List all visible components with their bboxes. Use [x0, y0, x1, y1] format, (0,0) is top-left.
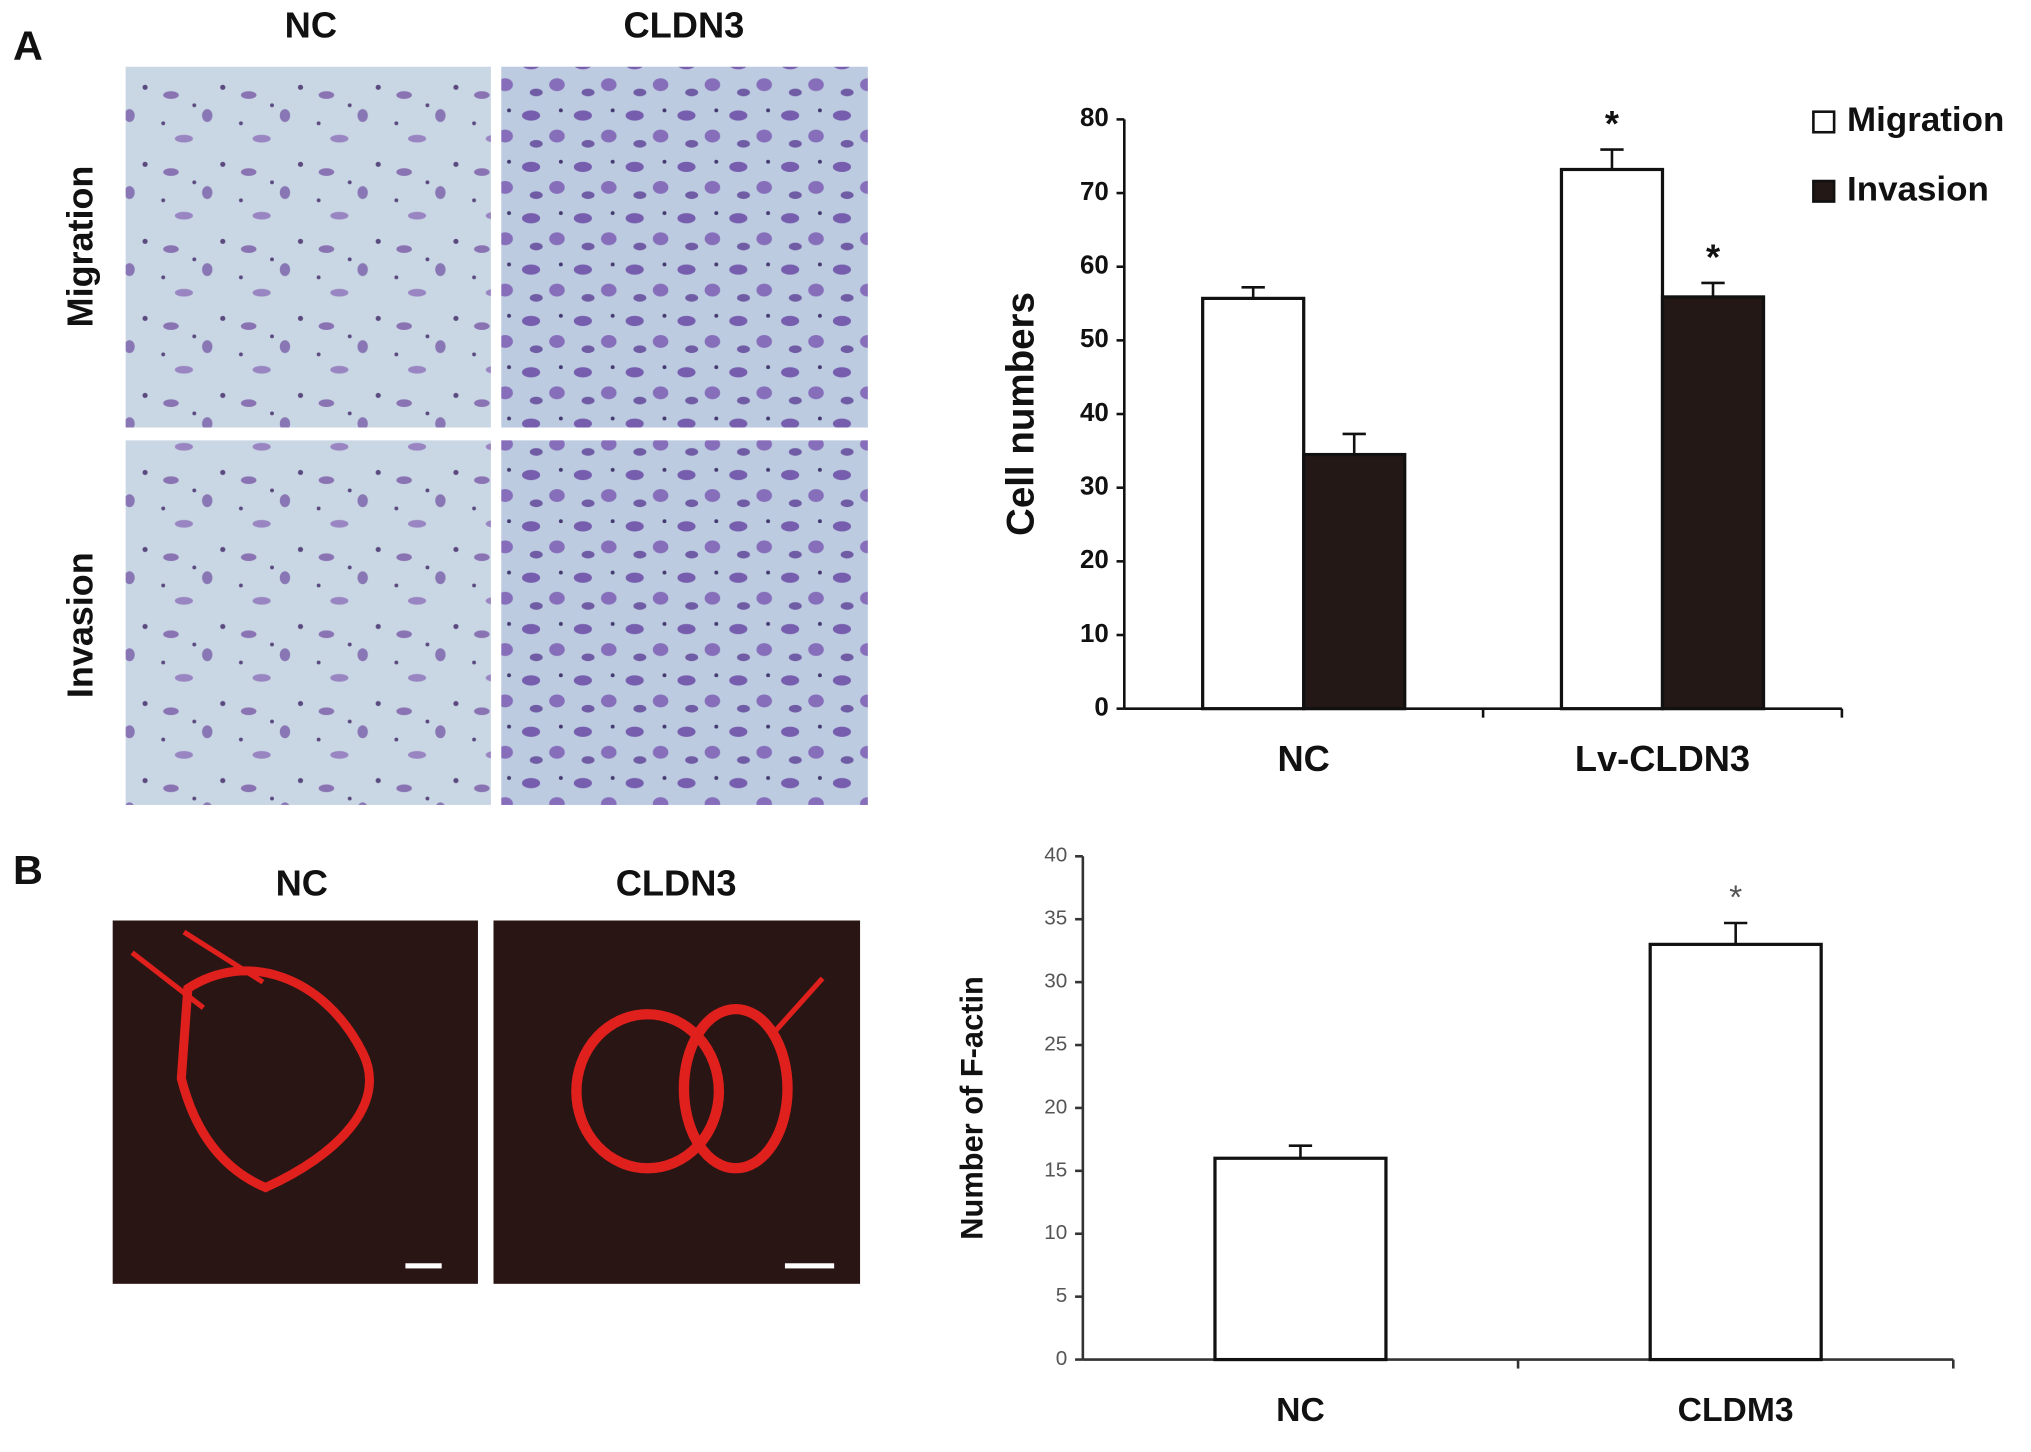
y-tick-label: 40: [1080, 399, 1109, 427]
error-bar: [1600, 148, 1624, 170]
row-label: Invasion: [59, 552, 100, 698]
x-tick-label: CLDM3: [1678, 1392, 1794, 1429]
y-tick-label: 10: [1044, 1221, 1067, 1244]
y-tick-label: 20: [1044, 1095, 1067, 1118]
y-tick-label: 40: [1044, 844, 1067, 867]
significance-marker: *: [1706, 236, 1721, 277]
y-tick-label: 10: [1080, 620, 1109, 648]
y-tick-label: 25: [1044, 1033, 1067, 1056]
bar: [1559, 167, 1665, 711]
bar: [1302, 452, 1407, 711]
micrograph: [125, 440, 491, 805]
bar: [1660, 295, 1766, 711]
micrograph: [501, 66, 868, 428]
y-tick-label: 5: [1056, 1284, 1068, 1307]
micrograph: [493, 920, 861, 1284]
error-bar: [1288, 1144, 1313, 1159]
scale-bar: [405, 1263, 442, 1269]
x-tick-label: NC: [1278, 738, 1330, 779]
y-tick-label: 80: [1080, 104, 1109, 132]
cell-outline: [571, 1009, 725, 1174]
cell-outline: [176, 966, 374, 1193]
row-label: Migration: [59, 166, 100, 328]
micrograph: [112, 920, 478, 1284]
scale-bar: [784, 1263, 835, 1269]
bar: [1201, 296, 1306, 711]
error-bar: [1724, 921, 1748, 945]
bar: [1213, 1156, 1388, 1362]
y-tick-label: 30: [1044, 970, 1067, 993]
legend-swatch: [1812, 110, 1836, 134]
y-tick-label: 50: [1080, 325, 1109, 353]
cell-outline: [678, 1003, 793, 1174]
error-bar: [1701, 281, 1725, 297]
arrow: [182, 929, 265, 985]
column-label: NC: [276, 862, 328, 903]
error-bar: [1342, 432, 1366, 455]
column-label: NC: [285, 5, 337, 46]
y-tick-label: 15: [1044, 1158, 1067, 1181]
bar: [1648, 942, 1823, 1362]
legend-label: Migration: [1847, 100, 2004, 139]
error-bar: [1241, 286, 1265, 299]
x-tick-label: Lv-CLDN3: [1575, 738, 1750, 779]
y-tick-label: 60: [1080, 252, 1109, 280]
panel-label: B: [13, 847, 43, 893]
micrograph: [501, 440, 868, 805]
panel-label: A: [13, 23, 43, 69]
significance-marker: *: [1729, 880, 1742, 917]
column-label: CLDN3: [623, 5, 744, 46]
y-tick-label: 30: [1080, 473, 1109, 501]
y-tick-label: 70: [1080, 178, 1109, 206]
y-tick-label: 35: [1044, 907, 1067, 930]
significance-marker: *: [1605, 103, 1620, 144]
y-tick-label: 20: [1080, 546, 1109, 574]
legend-label: Invasion: [1847, 170, 1989, 209]
y-tick-label: 0: [1094, 694, 1108, 722]
column-label: CLDN3: [616, 862, 737, 903]
x-tick-label: NC: [1276, 1392, 1325, 1429]
y-axis-label: Number of F-actin: [954, 976, 989, 1240]
arrow: [130, 950, 205, 1010]
y-axis-label: Cell numbers: [999, 292, 1042, 536]
arrow: [770, 976, 825, 1037]
legend-swatch: [1812, 179, 1836, 203]
micrograph: [125, 66, 491, 428]
y-tick-label: 0: [1056, 1347, 1068, 1370]
